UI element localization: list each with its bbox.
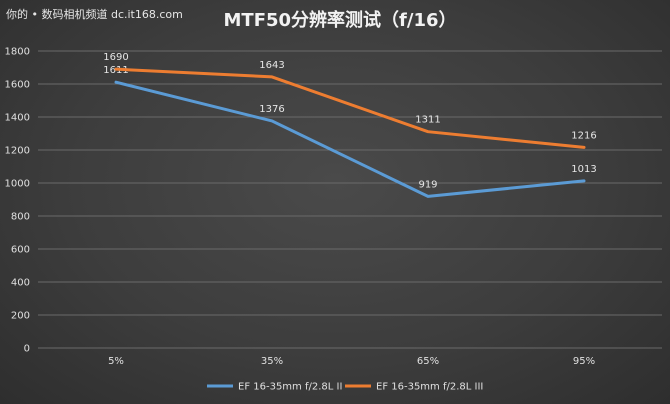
legend-label: EF 16-35mm f/2.8L II — [238, 382, 342, 393]
y-tick-label: 400 — [11, 278, 30, 289]
data-label: 1013 — [571, 164, 596, 175]
x-tick-label: 65% — [417, 356, 439, 367]
series-2: 1690 1643 1311 1216 — [103, 52, 597, 149]
data-label: 1611 — [103, 65, 128, 76]
legend[interactable]: EF 16-35mm f/2.8L II EF 16-35mm f/2.8L II… — [207, 382, 483, 393]
series-line — [114, 80, 586, 198]
data-label: 1643 — [259, 60, 284, 71]
y-tick-label: 1200 — [5, 146, 30, 157]
y-tick-label: 1800 — [5, 47, 30, 58]
x-axis-ticks: 5% 35% 65% 95% — [108, 356, 595, 367]
legend-item-2[interactable]: EF 16-35mm f/2.8L III — [345, 382, 483, 393]
y-axis-ticks: 0 200 400 600 800 1000 1200 1400 1600 1800 — [5, 47, 30, 355]
x-tick-label: 95% — [573, 356, 595, 367]
data-label: 1376 — [259, 104, 284, 115]
chart-title: MTF50分辨率测试（f/16） — [224, 9, 457, 31]
y-tick-label: 800 — [11, 212, 30, 223]
x-tick-label: 5% — [108, 356, 124, 367]
y-tick-label: 1600 — [5, 80, 30, 91]
series-group: 1611 1376 919 1013 1690 1643 1311 1216 — [103, 52, 597, 198]
data-label: 1311 — [415, 115, 440, 126]
y-tick-label: 1400 — [5, 113, 30, 124]
grid — [38, 50, 662, 349]
x-tick-label: 35% — [261, 356, 283, 367]
series-1: 1611 1376 919 1013 — [103, 65, 597, 198]
legend-label: EF 16-35mm f/2.8L III — [376, 382, 483, 393]
series-line — [114, 67, 586, 149]
data-label: 1690 — [103, 52, 128, 63]
y-tick-label: 200 — [11, 311, 30, 322]
legend-item-1[interactable]: EF 16-35mm f/2.8L II — [207, 382, 342, 393]
y-tick-label: 1000 — [5, 179, 30, 190]
watermark: 你的 • 数码相机频道 dc.it168.com — [6, 8, 183, 21]
data-label: 1216 — [571, 130, 596, 141]
y-tick-label: 0 — [24, 344, 30, 355]
y-tick-label: 600 — [11, 245, 30, 256]
data-label: 919 — [418, 179, 437, 190]
